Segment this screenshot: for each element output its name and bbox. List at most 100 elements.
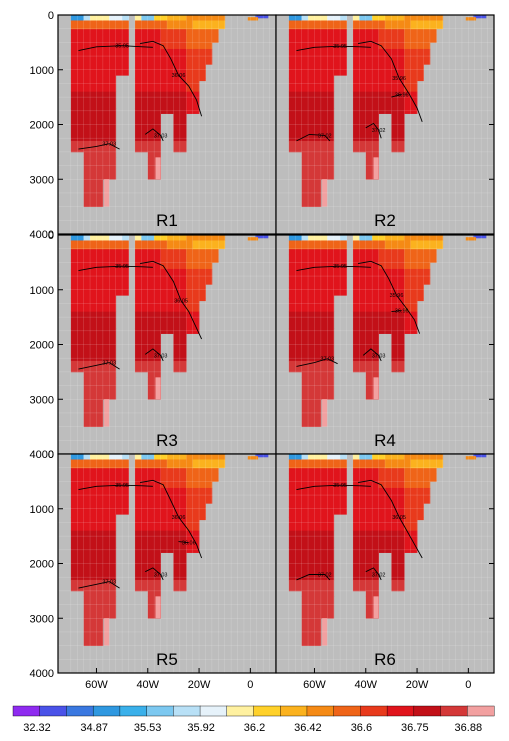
contour-line <box>144 348 164 362</box>
field-cell <box>173 473 181 481</box>
field-cell <box>404 277 412 288</box>
field-cell <box>96 596 104 619</box>
field-cell <box>333 240 341 246</box>
field-cell <box>211 463 219 469</box>
field-cell <box>147 108 155 125</box>
contour-line <box>358 260 421 334</box>
field-cell <box>410 15 418 18</box>
field-cell <box>167 456 174 460</box>
field-cell <box>173 487 181 498</box>
field-cell <box>372 108 379 125</box>
field-cell <box>320 67 328 79</box>
field-cell <box>102 547 110 564</box>
field-cell <box>186 516 194 532</box>
field-cell <box>333 459 341 465</box>
field-cell <box>327 459 335 465</box>
field-cell <box>404 480 412 489</box>
field-cell <box>288 277 296 288</box>
field-cell <box>391 249 399 256</box>
field-cell-light <box>104 618 110 646</box>
field-cell <box>372 468 379 475</box>
field-cell <box>160 108 168 114</box>
field-cell <box>70 277 78 288</box>
field-cell <box>397 496 405 507</box>
field-cell <box>327 29 335 36</box>
field-cell <box>378 240 386 246</box>
field-cell <box>70 41 78 50</box>
field-cell <box>167 297 174 313</box>
field-cell <box>359 268 367 279</box>
field-cell <box>96 618 104 647</box>
field-cell <box>385 67 392 79</box>
field-cell <box>385 91 392 109</box>
field-cell <box>186 244 194 250</box>
field-cell <box>199 277 206 288</box>
field-cell <box>134 480 142 489</box>
field-cell <box>199 261 206 270</box>
field-cell <box>301 17 309 21</box>
field-cell <box>397 77 405 93</box>
field-cell <box>141 328 149 345</box>
field-cell <box>192 480 200 489</box>
field-cell <box>423 249 431 256</box>
field-cell <box>77 237 85 241</box>
field-cell <box>410 459 418 465</box>
field-cell <box>96 34 104 42</box>
field-cell <box>404 473 412 481</box>
field-cell <box>77 277 85 288</box>
field-cell <box>352 140 360 153</box>
x-tick-label: 40W <box>354 679 377 691</box>
field-cell <box>90 297 97 313</box>
field-cell <box>365 360 373 378</box>
field-cell <box>154 249 161 256</box>
field-cell <box>378 91 386 109</box>
field-cell <box>173 20 181 26</box>
field-cell <box>160 297 168 313</box>
field-cell <box>90 360 97 378</box>
field-cell <box>90 506 97 518</box>
field-cell <box>205 244 213 250</box>
field-cell <box>301 157 309 180</box>
field-cell <box>102 20 110 26</box>
field-cell-light <box>373 157 379 180</box>
field-cell <box>199 34 206 42</box>
field-cell <box>90 618 97 647</box>
field-cell <box>417 277 424 288</box>
field-cell <box>154 15 161 18</box>
field-cell <box>404 254 412 262</box>
field-cell <box>404 487 412 498</box>
field-cell <box>308 261 315 270</box>
field-cell <box>295 454 303 457</box>
field-cell <box>295 140 303 153</box>
field-cell <box>179 297 187 313</box>
field-cell <box>295 516 303 532</box>
field-cell <box>359 530 367 548</box>
field-cell <box>404 237 412 241</box>
field-cell <box>186 34 194 42</box>
field-cell <box>410 57 418 68</box>
colorbar-label: 34.87 <box>80 722 108 734</box>
field-cell <box>320 48 328 59</box>
field-cell <box>301 360 309 378</box>
field-cell <box>141 235 149 238</box>
field-cell <box>378 24 386 30</box>
field-cell <box>192 34 200 42</box>
field-cell <box>186 459 194 465</box>
field-cell <box>423 496 431 504</box>
field-cell <box>147 506 155 518</box>
field-cell <box>365 459 373 465</box>
field-cell <box>391 516 399 532</box>
field-cell <box>423 235 431 238</box>
field-cell <box>288 249 296 256</box>
field-cell <box>423 48 431 59</box>
field-cell <box>314 29 322 36</box>
field-cell <box>141 24 149 30</box>
field-cell <box>102 454 110 457</box>
field-cell <box>77 235 85 238</box>
field-cell <box>465 17 477 21</box>
field-cell <box>147 287 155 299</box>
field-cell <box>83 91 91 109</box>
field-cell <box>410 108 418 114</box>
field-cell <box>109 516 117 532</box>
field-cell <box>70 108 78 125</box>
